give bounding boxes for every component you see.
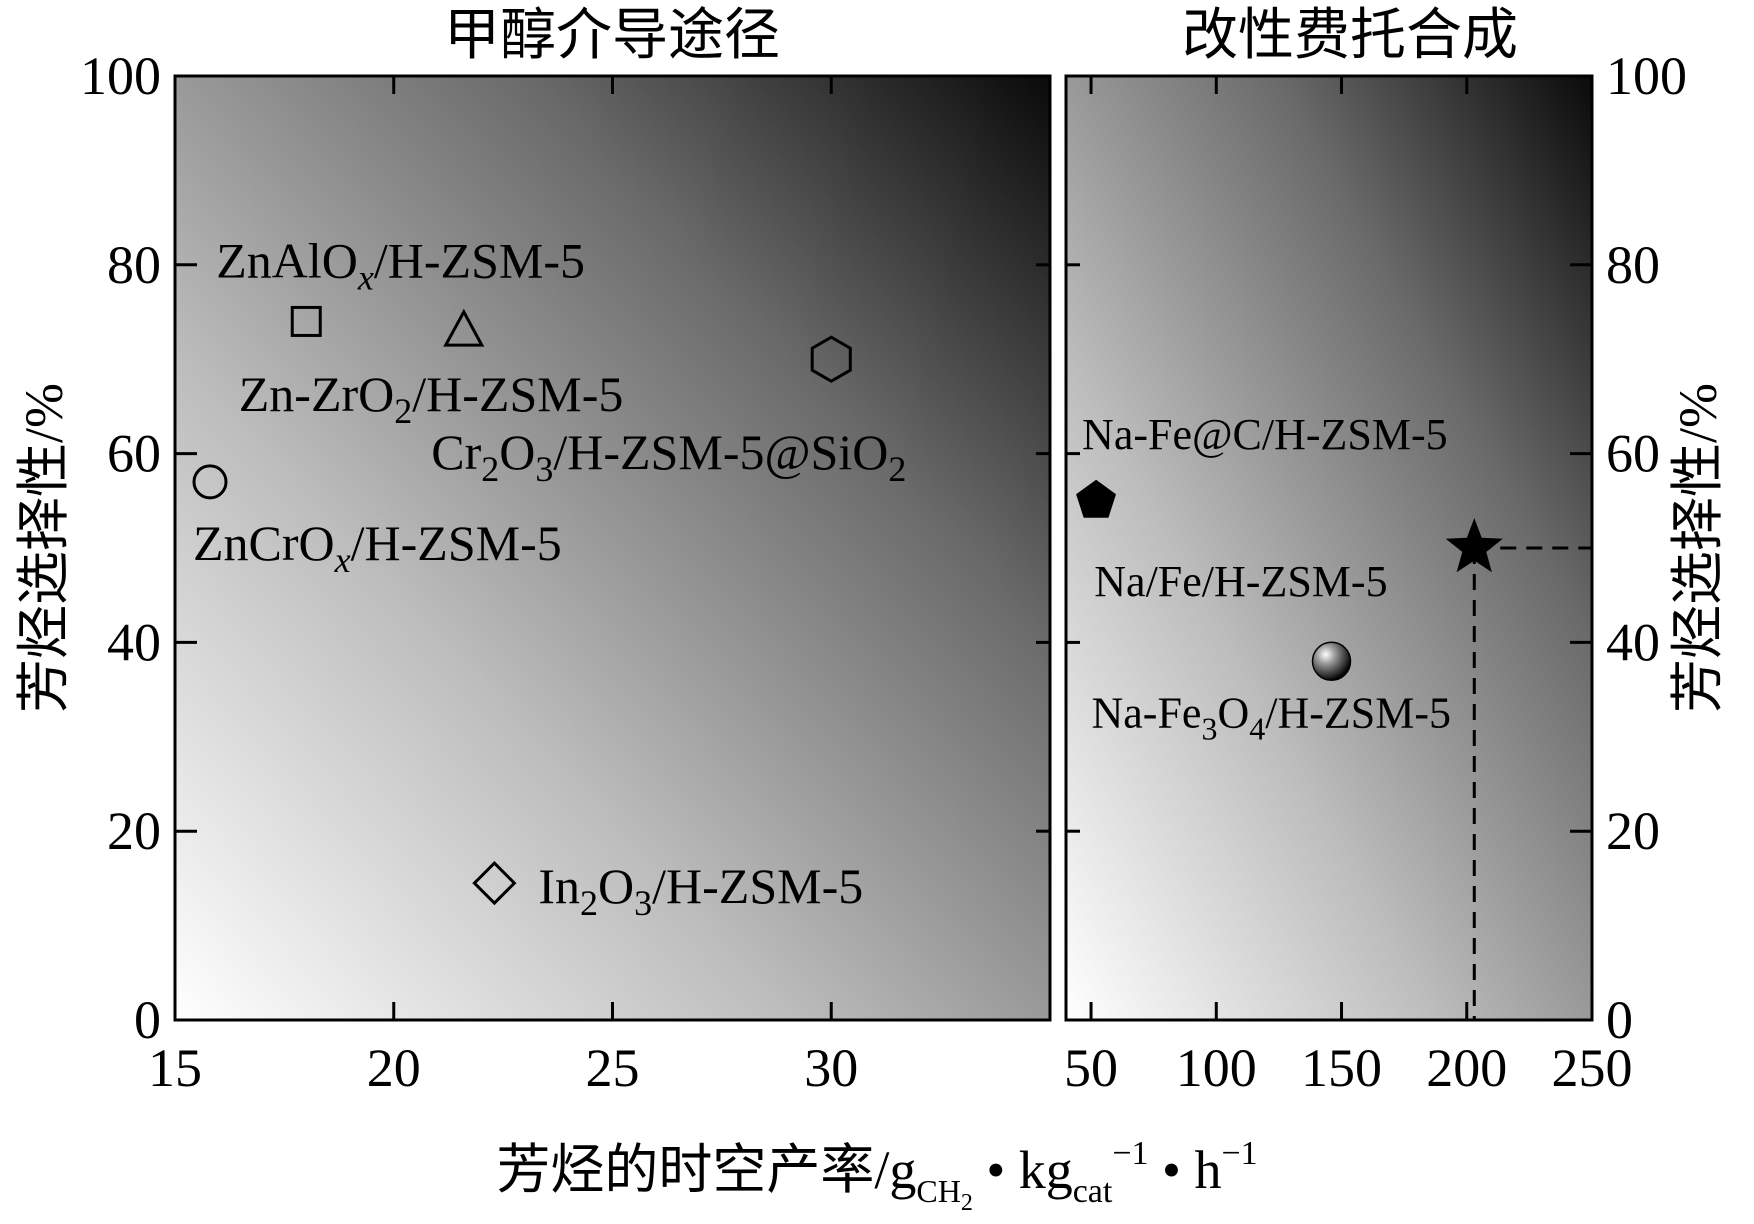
point-label-part: /H-ZSM-5 [412,366,623,422]
y-tick-label: 100 [80,46,161,106]
x-axis-title-main: 芳烃的时空产率/g [496,1140,916,1200]
left-points: ZnAlOx/H-ZSM-5Zn-ZrO2/H-ZSM-5Cr2O3/H-ZSM… [192,232,906,923]
hexagon-marker [810,335,852,383]
point-label-part: /H-ZSM-5 [1265,688,1451,737]
y-tick-label: 60 [107,424,161,484]
point-label-part: O [1217,688,1249,737]
x-tick-label: 250 [1552,1038,1633,1098]
point-label-part: Zn-ZrO [239,366,395,422]
point-label-part: 4 [1249,710,1265,746]
point-label-part: /H-ZSM-5 [351,515,562,571]
point-label-part: /H-ZSM-5 [652,858,863,914]
y-tick-label: 0 [134,990,161,1050]
y-tick-label: 20 [107,801,161,861]
left-panel-title: 甲醇介导途径 [444,5,780,67]
point-label: Cr2O3/H-ZSM-5@SiO2 [431,424,906,489]
x-axis-title-sup2: −1 [1112,1135,1148,1172]
point-label: Na-Fe@C/H-ZSM-5 [1082,410,1448,459]
diamond-marker [472,860,517,906]
y-tick-label: 20 [1606,801,1660,861]
point-label-part: 2 [394,391,412,431]
point-label-part: 3 [535,449,553,489]
y-tick-label: 0 [1606,990,1633,1050]
x-tick-label: 30 [804,1038,858,1098]
point-label: In2O3/H-ZSM-5 [538,858,863,923]
x-tick-label: 25 [586,1038,640,1098]
right-points: Na-Fe@C/H-ZSM-5 Na/Fe/H-ZSM-5 Na-Fe3O4/H-Z… [1076,410,1592,1020]
left-ticks: 15 20 25 30 0 20 40 60 80 100 [80,46,1050,1098]
x-tick-label: 150 [1301,1038,1382,1098]
pentagon-marker [1076,479,1116,518]
point-label-part: 2 [580,883,598,923]
y-tick-label: 40 [1606,612,1660,672]
y-tick-label: 60 [1606,424,1660,484]
point-label-part: Na-Fe@C/H-ZSM-5 [1082,410,1448,459]
star-marker [1445,518,1503,573]
point-label: ZnAlOx/H-ZSM-5 [216,232,585,297]
point-label-part: Cr [431,424,481,480]
x-tick-label: 20 [367,1038,421,1098]
point-label-part: 2 [888,449,906,489]
point-label: ZnCrOx/H-ZSM-5 [193,515,562,580]
x-tick-label: 100 [1176,1038,1257,1098]
point-label-part: O [598,858,634,914]
point-label-part: Na-Fe [1092,688,1202,737]
point-label-part: In [538,858,580,914]
left-plot-area [173,74,1052,1022]
point-label: Zn-ZrO2/H-ZSM-5 [239,366,624,431]
circle-marker [192,464,228,500]
left-y-axis-title: 芳烃选择性/% [14,383,74,713]
x-tick-label: 15 [148,1038,202,1098]
x-axis-title: 芳烃的时空产率/gCH2 • kgcat−1 • h−1 [496,1135,1257,1216]
point-label-part: 2 [481,449,499,489]
point-label-part: /H-ZSM-5@SiO [553,424,888,480]
y-tick-label: 100 [1606,46,1687,106]
point-label-part: /H-ZSM-5 [374,232,585,288]
point-label-part: ZnAlO [216,232,358,288]
point-label-part: ZnCrO [193,515,335,571]
point-label-part: Na/Fe/H-ZSM-5 [1094,557,1387,606]
point-label: Na/Fe/H-ZSM-5 [1094,557,1387,606]
point-label: Na-Fe3O4/H-ZSM-5 [1092,688,1452,746]
right-y-axis-title: 芳烃选择性/% [1668,383,1728,713]
x-axis-title-dot2: • h [1149,1140,1222,1200]
triangle-marker [443,308,485,347]
point-label-part: x [334,540,351,580]
right-panel-title: 改性费托合成 [1182,5,1518,67]
x-axis-title-sub1: CH [916,1173,960,1209]
y-tick-label: 80 [1606,235,1660,295]
x-axis-title-sub1b: 2 [961,1190,973,1216]
sphere-marker [1311,641,1352,682]
point-label-part: 3 [634,883,652,923]
y-tick-label: 80 [107,235,161,295]
y-tick-label: 40 [107,612,161,672]
point-label-part: 3 [1201,710,1217,746]
x-axis-title-sub2: cat [1073,1173,1113,1210]
x-tick-label: 50 [1064,1038,1118,1098]
x-axis-title-sup3: −1 [1221,1135,1257,1172]
x-axis-title-dot1: • kg [973,1140,1073,1200]
point-label-part: O [499,424,535,480]
square-marker [290,305,322,337]
point-label-part: x [357,257,374,297]
x-tick-label: 200 [1426,1038,1507,1098]
